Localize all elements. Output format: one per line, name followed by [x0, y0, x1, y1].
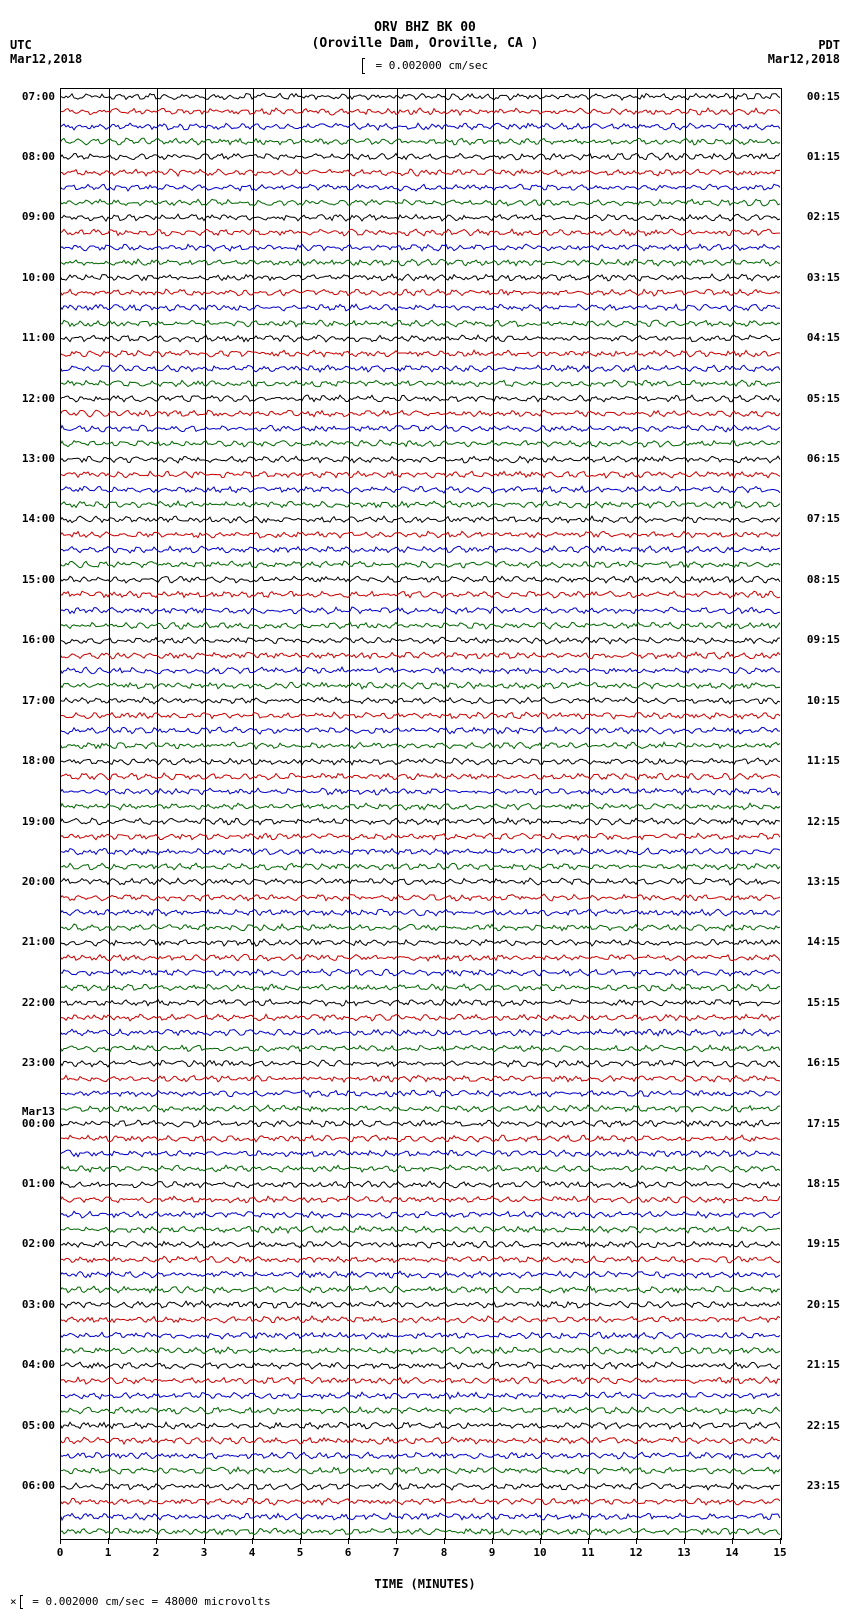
x-tick-mark	[156, 1538, 157, 1544]
utc-time-label: 19:00	[5, 815, 55, 828]
utc-time-label: 16:00	[5, 633, 55, 646]
utc-time-label: 17:00	[5, 694, 55, 707]
pdt-time-label: 09:15	[807, 633, 840, 646]
seismic-trace	[61, 1521, 781, 1542]
x-tick-mark	[636, 1538, 637, 1544]
utc-time-label: 23:00	[5, 1056, 55, 1069]
x-axis-label: TIME (MINUTES)	[0, 1577, 850, 1591]
utc-time-label: 20:00	[5, 875, 55, 888]
utc-time-label: 04:00	[5, 1358, 55, 1371]
pdt-time-label: 00:15	[807, 90, 840, 103]
x-tick-label: 12	[626, 1546, 646, 1559]
x-tick-mark	[204, 1538, 205, 1544]
station-location: (Oroville Dam, Oroville, CA )	[0, 36, 850, 51]
utc-time-label: 08:00	[5, 150, 55, 163]
pdt-time-label: 10:15	[807, 694, 840, 707]
pdt-time-label: 17:15	[807, 1117, 840, 1130]
utc-time-label: 12:00	[5, 392, 55, 405]
x-tick-label: 6	[338, 1546, 358, 1559]
utc-time-label: 03:00	[5, 1298, 55, 1311]
pdt-time-label: 23:15	[807, 1479, 840, 1492]
utc-time-label: 13:00	[5, 452, 55, 465]
scale-indicator: = 0.002000 cm/sec	[0, 58, 850, 74]
pdt-time-label: 05:15	[807, 392, 840, 405]
footer-scale: × = 0.002000 cm/sec = 48000 microvolts	[10, 1595, 271, 1609]
x-tick-label: 11	[578, 1546, 598, 1559]
x-tick-mark	[540, 1538, 541, 1544]
pdt-time-label: 14:15	[807, 935, 840, 948]
timezone-left: UTC	[10, 38, 32, 52]
pdt-time-label: 01:15	[807, 150, 840, 163]
pdt-time-label: 03:15	[807, 271, 840, 284]
x-tick-mark	[348, 1538, 349, 1544]
x-tick-label: 7	[386, 1546, 406, 1559]
date-left: Mar12,2018	[10, 52, 82, 66]
x-tick-label: 2	[146, 1546, 166, 1559]
x-tick-label: 5	[290, 1546, 310, 1559]
scale-text: = 0.002000 cm/sec	[376, 59, 489, 72]
pdt-time-label: 06:15	[807, 452, 840, 465]
pdt-time-label: 08:15	[807, 573, 840, 586]
pdt-time-label: 13:15	[807, 875, 840, 888]
seismogram-plot	[60, 88, 782, 1540]
utc-time-label: 18:00	[5, 754, 55, 767]
x-tick-mark	[588, 1538, 589, 1544]
x-tick-mark	[300, 1538, 301, 1544]
x-tick-mark	[492, 1538, 493, 1544]
x-tick-label: 15	[770, 1546, 790, 1559]
footer-text: = 0.002000 cm/sec = 48000 microvolts	[32, 1595, 270, 1608]
x-tick-mark	[780, 1538, 781, 1544]
utc-time-label: 11:00	[5, 331, 55, 344]
x-tick-label: 1	[98, 1546, 118, 1559]
pdt-time-label: 22:15	[807, 1419, 840, 1432]
x-tick-mark	[444, 1538, 445, 1544]
pdt-time-label: 07:15	[807, 512, 840, 525]
x-tick-label: 3	[194, 1546, 214, 1559]
utc-time-label: 02:00	[5, 1237, 55, 1250]
utc-time-label: 07:00	[5, 90, 55, 103]
utc-time-label: 01:00	[5, 1177, 55, 1190]
pdt-time-label: 04:15	[807, 331, 840, 344]
x-tick-label: 14	[722, 1546, 742, 1559]
pdt-time-label: 18:15	[807, 1177, 840, 1190]
utc-time-label: 22:00	[5, 996, 55, 1009]
x-tick-mark	[252, 1538, 253, 1544]
utc-time-label: 10:00	[5, 271, 55, 284]
utc-time-label: 09:00	[5, 210, 55, 223]
utc-time-label: 21:00	[5, 935, 55, 948]
utc-time-label: 06:00	[5, 1479, 55, 1492]
x-tick-label: 8	[434, 1546, 454, 1559]
seismogram-container: ORV BHZ BK 00 (Oroville Dam, Oroville, C…	[0, 0, 850, 1613]
x-tick-mark	[60, 1538, 61, 1544]
pdt-time-label: 15:15	[807, 996, 840, 1009]
pdt-time-label: 16:15	[807, 1056, 840, 1069]
x-tick-label: 13	[674, 1546, 694, 1559]
footer-bar-icon	[20, 1595, 23, 1609]
x-tick-label: 0	[50, 1546, 70, 1559]
timezone-right: PDT	[818, 38, 840, 52]
x-tick-label: 10	[530, 1546, 550, 1559]
station-code: ORV BHZ BK 00	[0, 20, 850, 35]
utc-time-label: 00:00	[5, 1117, 55, 1130]
pdt-time-label: 02:15	[807, 210, 840, 223]
pdt-time-label: 12:15	[807, 815, 840, 828]
utc-time-label: 05:00	[5, 1419, 55, 1432]
utc-time-label: 15:00	[5, 573, 55, 586]
scale-bar-icon	[362, 58, 365, 74]
x-tick-mark	[396, 1538, 397, 1544]
date-right: Mar12,2018	[768, 52, 840, 66]
pdt-time-label: 20:15	[807, 1298, 840, 1311]
x-tick-mark	[732, 1538, 733, 1544]
pdt-time-label: 11:15	[807, 754, 840, 767]
pdt-time-label: 21:15	[807, 1358, 840, 1371]
x-tick-label: 9	[482, 1546, 502, 1559]
x-tick-label: 4	[242, 1546, 262, 1559]
utc-time-label: 14:00	[5, 512, 55, 525]
pdt-time-label: 19:15	[807, 1237, 840, 1250]
x-tick-mark	[684, 1538, 685, 1544]
x-tick-mark	[108, 1538, 109, 1544]
